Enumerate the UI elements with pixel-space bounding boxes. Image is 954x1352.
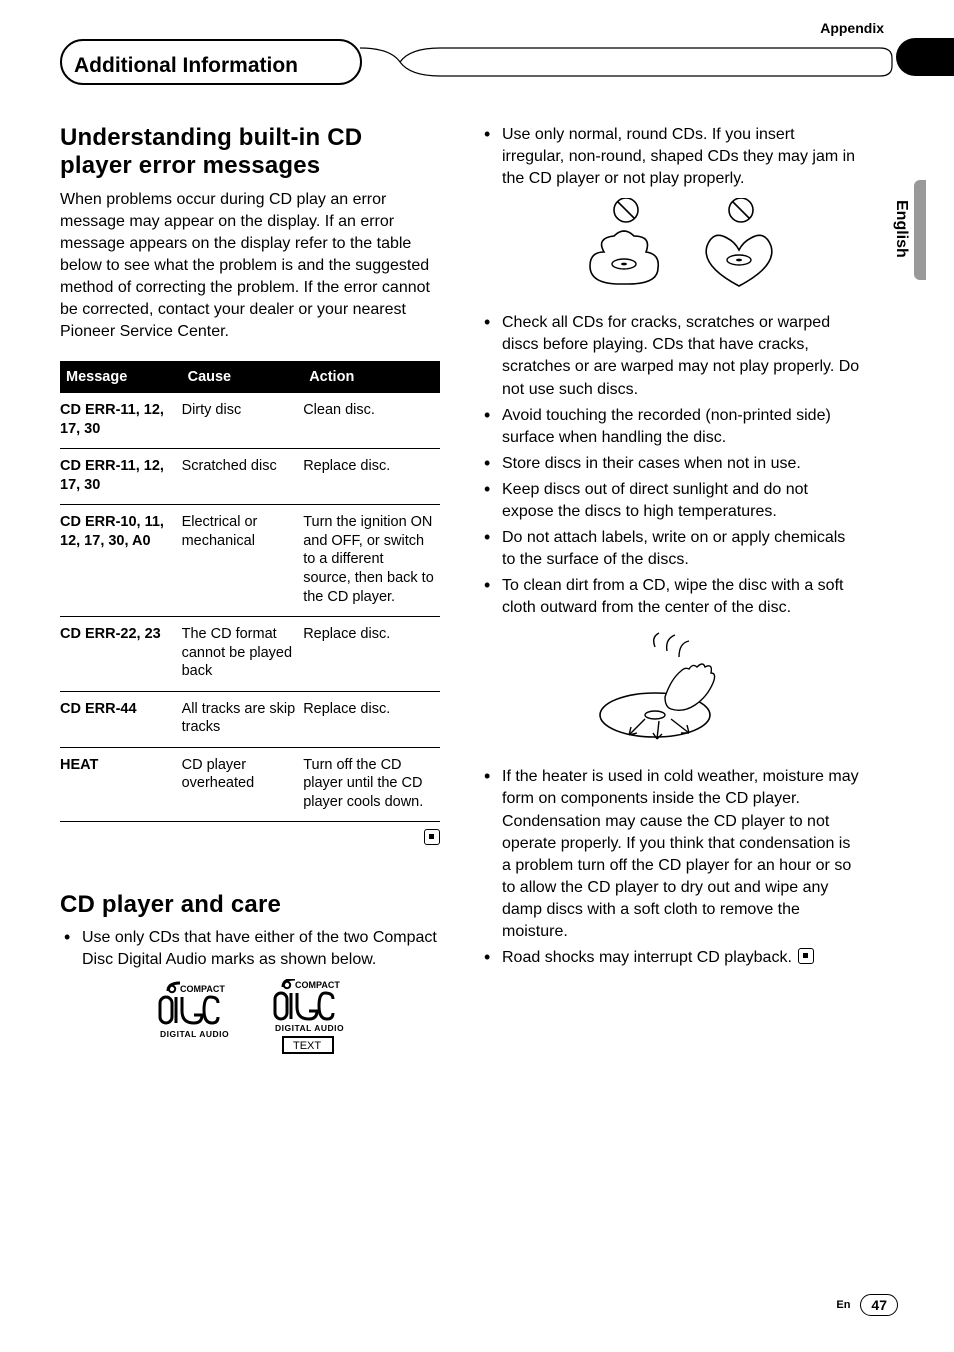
heading-cd-care: CD player and care [60, 891, 440, 919]
logo-compact: COMPACT [180, 984, 225, 994]
content-columns: Understanding built-in CD player error m… [60, 124, 902, 1076]
cd-logos: COMPACT DIGITAL AUDIO COMPACT [60, 979, 440, 1064]
cell-action: Replace disc. [303, 691, 440, 747]
table-row: CD ERR-11, 12, 17, 30 Scratched disc Rep… [60, 449, 440, 505]
cell-msg: CD ERR-22, 23 [60, 617, 182, 692]
table-row: CD ERR-22, 23 The CD format cannot be pl… [60, 617, 440, 692]
heading-error-messages: Understanding built-in CD player error m… [60, 124, 440, 181]
page-title: Additional Information [74, 54, 298, 78]
logo-digital-audio: DIGITAL AUDIO [275, 1023, 344, 1033]
page-footer: En 47 [836, 1294, 898, 1316]
cell-cause: Electrical or mechanical [182, 505, 304, 617]
language-tab-text: English [892, 200, 910, 258]
list-item: Keep discs out of direct sunlight and do… [480, 479, 860, 523]
cell-msg: CD ERR-11, 12, 17, 30 [60, 449, 182, 505]
list-item: Avoid touching the recorded (non-printed… [480, 405, 860, 449]
cell-cause: All tracks are skip tracks [182, 691, 304, 747]
table-row: CD ERR-11, 12, 17, 30 Dirty disc Clean d… [60, 393, 440, 449]
right-list-a: Use only normal, round CDs. If you inser… [480, 124, 860, 190]
list-item: Use only CDs that have either of the two… [60, 927, 440, 971]
footer-page-number: 47 [860, 1294, 898, 1316]
list-item: Use only normal, round CDs. If you inser… [480, 124, 860, 190]
care-list-top: Use only CDs that have either of the two… [60, 927, 440, 971]
list-item: To clean dirt from a CD, wipe the disc w… [480, 575, 860, 619]
table-row: CD ERR-44 All tracks are skip tracks Rep… [60, 691, 440, 747]
page: Appendix Additional Information English … [0, 0, 954, 1352]
left-column: Understanding built-in CD player error m… [60, 124, 440, 1076]
section-tab-black [896, 38, 954, 76]
cell-cause: CD player overheated [182, 747, 304, 822]
table-row: HEAT CD player overheated Turn off the C… [60, 747, 440, 822]
compact-disc-logos: COMPACT DIGITAL AUDIO COMPACT [130, 979, 370, 1057]
list-item: Do not attach labels, write on or apply … [480, 527, 860, 571]
cell-action: Turn the ignition ON and OFF, or switch … [303, 505, 440, 617]
cell-action: Clean disc. [303, 393, 440, 449]
error-table: Message Cause Action CD ERR-11, 12, 17, … [60, 361, 440, 822]
wipe-disc-diagram [480, 627, 860, 754]
footer-lang: En [836, 1299, 850, 1311]
section-end-icon [798, 948, 814, 964]
list-item: Road shocks may interrupt CD playback. [480, 947, 860, 969]
table-col-message: Message [60, 361, 182, 393]
right-list-c: If the heater is used in cold weather, m… [480, 766, 860, 969]
cell-action: Replace disc. [303, 617, 440, 692]
language-tab: English [894, 190, 914, 290]
odd-shaped-cd-diagram [480, 198, 860, 300]
table-col-action: Action [303, 361, 440, 393]
list-item-text: Road shocks may interrupt CD playback. [502, 949, 792, 966]
language-tab-bar [914, 180, 926, 280]
intro-paragraph: When problems occur during CD play an er… [60, 189, 440, 344]
list-item: Store discs in their cases when not in u… [480, 453, 860, 475]
table-col-cause: Cause [182, 361, 304, 393]
logo-digital-audio: DIGITAL AUDIO [160, 1029, 229, 1039]
cell-action: Turn off the CD player until the CD play… [303, 747, 440, 822]
cell-msg: CD ERR-10, 11, 12, 17, 30, A0 [60, 505, 182, 617]
cell-msg: HEAT [60, 747, 182, 822]
section-end-mark-wrap [60, 828, 440, 850]
table-row: CD ERR-10, 11, 12, 17, 30, A0 Electrical… [60, 505, 440, 617]
section-end-icon [424, 829, 440, 845]
logo-text: TEXT [293, 1040, 321, 1052]
right-column: Use only normal, round CDs. If you inser… [480, 124, 860, 1076]
cell-cause: The CD format cannot be played back [182, 617, 304, 692]
no-irregular-cd-icon [540, 198, 800, 293]
right-list-b: Check all CDs for cracks, scratches or w… [480, 312, 860, 619]
cell-cause: Dirty disc [182, 393, 304, 449]
list-item: If the heater is used in cold weather, m… [480, 766, 860, 943]
cell-cause: Scratched disc [182, 449, 304, 505]
cell-msg: CD ERR-44 [60, 691, 182, 747]
list-item: Check all CDs for cracks, scratches or w… [480, 312, 860, 400]
wipe-disc-icon [585, 627, 755, 747]
logo-compact: COMPACT [295, 980, 340, 990]
cell-msg: CD ERR-11, 12, 17, 30 [60, 393, 182, 449]
cell-action: Replace disc. [303, 449, 440, 505]
